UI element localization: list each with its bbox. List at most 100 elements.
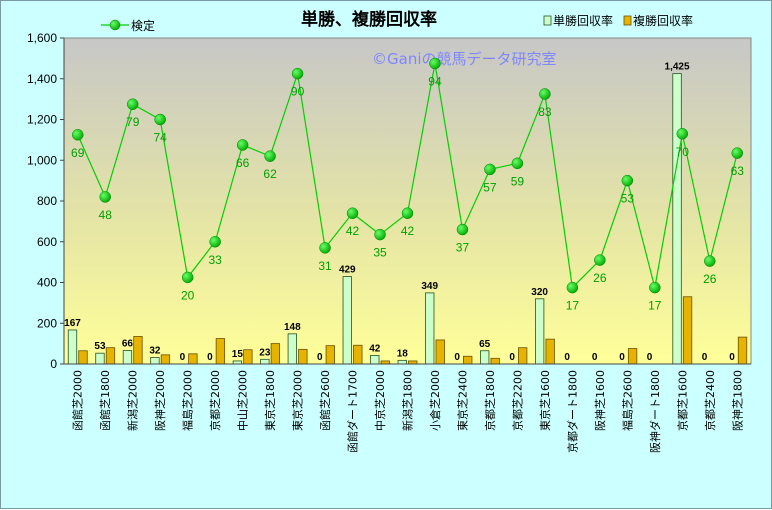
x-tick-label: 新潟芝1800	[401, 370, 415, 431]
bar-fukusho	[105, 347, 116, 365]
kentei-label: 79	[126, 115, 140, 129]
kentei-point	[704, 255, 716, 267]
legend-bar1-swatch	[543, 15, 552, 26]
bar-tansho-label: 66	[122, 339, 134, 350]
bar-tansho-label: 0	[317, 352, 323, 363]
kentei-label: 31	[318, 259, 332, 273]
x-tick-label: 東京芝2400	[455, 370, 469, 431]
kentei-point	[154, 113, 166, 126]
y-tick-label: 400	[37, 276, 57, 290]
bar-tansho	[95, 352, 105, 365]
bar-tansho-label: 0	[702, 352, 708, 363]
bar-tansho-label: 65	[479, 339, 491, 350]
y-tick-label: 1,200	[27, 113, 57, 127]
bar-tansho-label: 0	[564, 352, 570, 363]
kentei-label: 26	[703, 272, 717, 286]
y-tick-label: 1,000	[27, 153, 57, 167]
bar-tansho-label: 0	[454, 352, 460, 363]
x-tick-label: 函館ダート1700	[346, 370, 360, 453]
x-tick-label: 函館芝2000	[71, 370, 85, 431]
kentei-point	[484, 163, 496, 176]
legend-line-marker	[109, 19, 121, 31]
kentei-label: 42	[401, 224, 415, 238]
bar-fukusho	[682, 296, 693, 365]
bar-fukusho	[78, 350, 88, 365]
kentei-point	[264, 150, 276, 162]
bar-tansho	[150, 357, 160, 365]
kentei-label: 17	[566, 299, 580, 313]
kentei-point	[346, 207, 359, 219]
kentei-point	[374, 228, 386, 241]
bar-tansho-label: 53	[94, 341, 106, 352]
x-tick-label: 阪神芝2000	[153, 370, 167, 431]
kentei-label: 63	[731, 164, 745, 178]
x-tick-label: 東京芝1800	[263, 370, 277, 431]
bar-tansho-label: 1,425	[665, 62, 690, 73]
bar-tansho-label: 167	[64, 318, 81, 329]
kentei-label: 35	[373, 246, 387, 260]
bar-fukusho	[298, 348, 308, 365]
kentei-label: 20	[181, 288, 195, 302]
kentei-point	[209, 236, 221, 248]
legend-line: 検定	[101, 18, 155, 33]
x-tick-label: 京都芝2400	[703, 370, 717, 431]
x-tick-label: 京都ダート1800	[565, 370, 579, 453]
kentei-label: 70	[676, 145, 690, 159]
x-tick-label: 東京芝2000	[291, 370, 305, 431]
bar-tansho	[535, 298, 545, 365]
bar-fukusho	[215, 338, 226, 365]
x-tick-label: 中京芝2000	[373, 370, 387, 431]
x-tick-label: 福島芝2600	[620, 370, 634, 431]
kentei-point	[126, 98, 139, 110]
x-tick-label: 京都芝2200	[510, 370, 524, 431]
bar-tansho	[425, 292, 435, 365]
bar-tansho-label: 15	[232, 349, 244, 360]
kentei-label: 69	[71, 146, 85, 160]
kentei-label: 90	[291, 85, 305, 99]
kentei-point	[236, 139, 249, 151]
bar-fukusho	[243, 349, 253, 365]
x-tick-label: 阪神ダート1800	[648, 370, 662, 453]
x-tick-label: 中山芝2000	[237, 370, 250, 431]
y-tick-label: 0	[50, 357, 57, 371]
kentei-point	[99, 191, 111, 203]
chart-title: 単勝、複勝回収率	[301, 9, 437, 30]
kentei-label: 74	[154, 131, 168, 145]
bar-fukusho	[325, 345, 335, 365]
legend-bars: 単勝回収率 複勝回収率	[543, 13, 693, 28]
bar-tansho-label: 148	[284, 322, 301, 333]
bar-tansho	[480, 350, 490, 365]
legend-bar2-label: 複勝回収率	[633, 13, 693, 28]
legend-bar1-label: 単勝回収率	[553, 13, 613, 28]
x-axis: 函館芝2000 函館芝1800 新潟芝2000 阪神芝2000 福島芝2000 京都芝20…	[64, 363, 751, 453]
kentei-point	[71, 129, 84, 141]
y-tick-label: 1,600	[27, 31, 57, 45]
bar-tansho-label: 18	[397, 348, 409, 359]
y-tick-label: 800	[37, 194, 57, 208]
bar-fukusho	[188, 353, 198, 365]
kentei-point	[319, 242, 331, 254]
kentei-label: 66	[236, 156, 250, 170]
kentei-point	[649, 281, 661, 294]
bar-tansho-label: 0	[647, 352, 653, 363]
kentei-label: 48	[99, 208, 113, 222]
bar-tansho-label: 320	[531, 287, 548, 298]
bar-tansho-label: 32	[149, 345, 161, 356]
kentei-point	[401, 207, 414, 219]
kentei-point	[456, 223, 469, 236]
bar-tansho	[342, 276, 352, 365]
bar-tansho	[122, 350, 133, 365]
bar-tansho-label: 0	[207, 352, 213, 363]
chart-watermark: ©Ganiの競馬データ研究室	[372, 50, 557, 68]
bar-tansho-label: 0	[180, 352, 186, 363]
x-tick-label: 阪神芝1800	[730, 370, 744, 431]
bar-fukusho	[545, 338, 555, 365]
line-series: 69 48 79 74 20 33 66 62 90 31 42 35 42 94 37 57 59 83 17 26…	[71, 57, 745, 313]
x-tick-label: 東京芝1600	[538, 370, 552, 431]
bar-fukusho	[270, 343, 281, 365]
y-tick-label: 1,400	[27, 72, 57, 86]
legend-bar2-swatch	[623, 15, 632, 26]
bar-tansho	[397, 359, 407, 365]
